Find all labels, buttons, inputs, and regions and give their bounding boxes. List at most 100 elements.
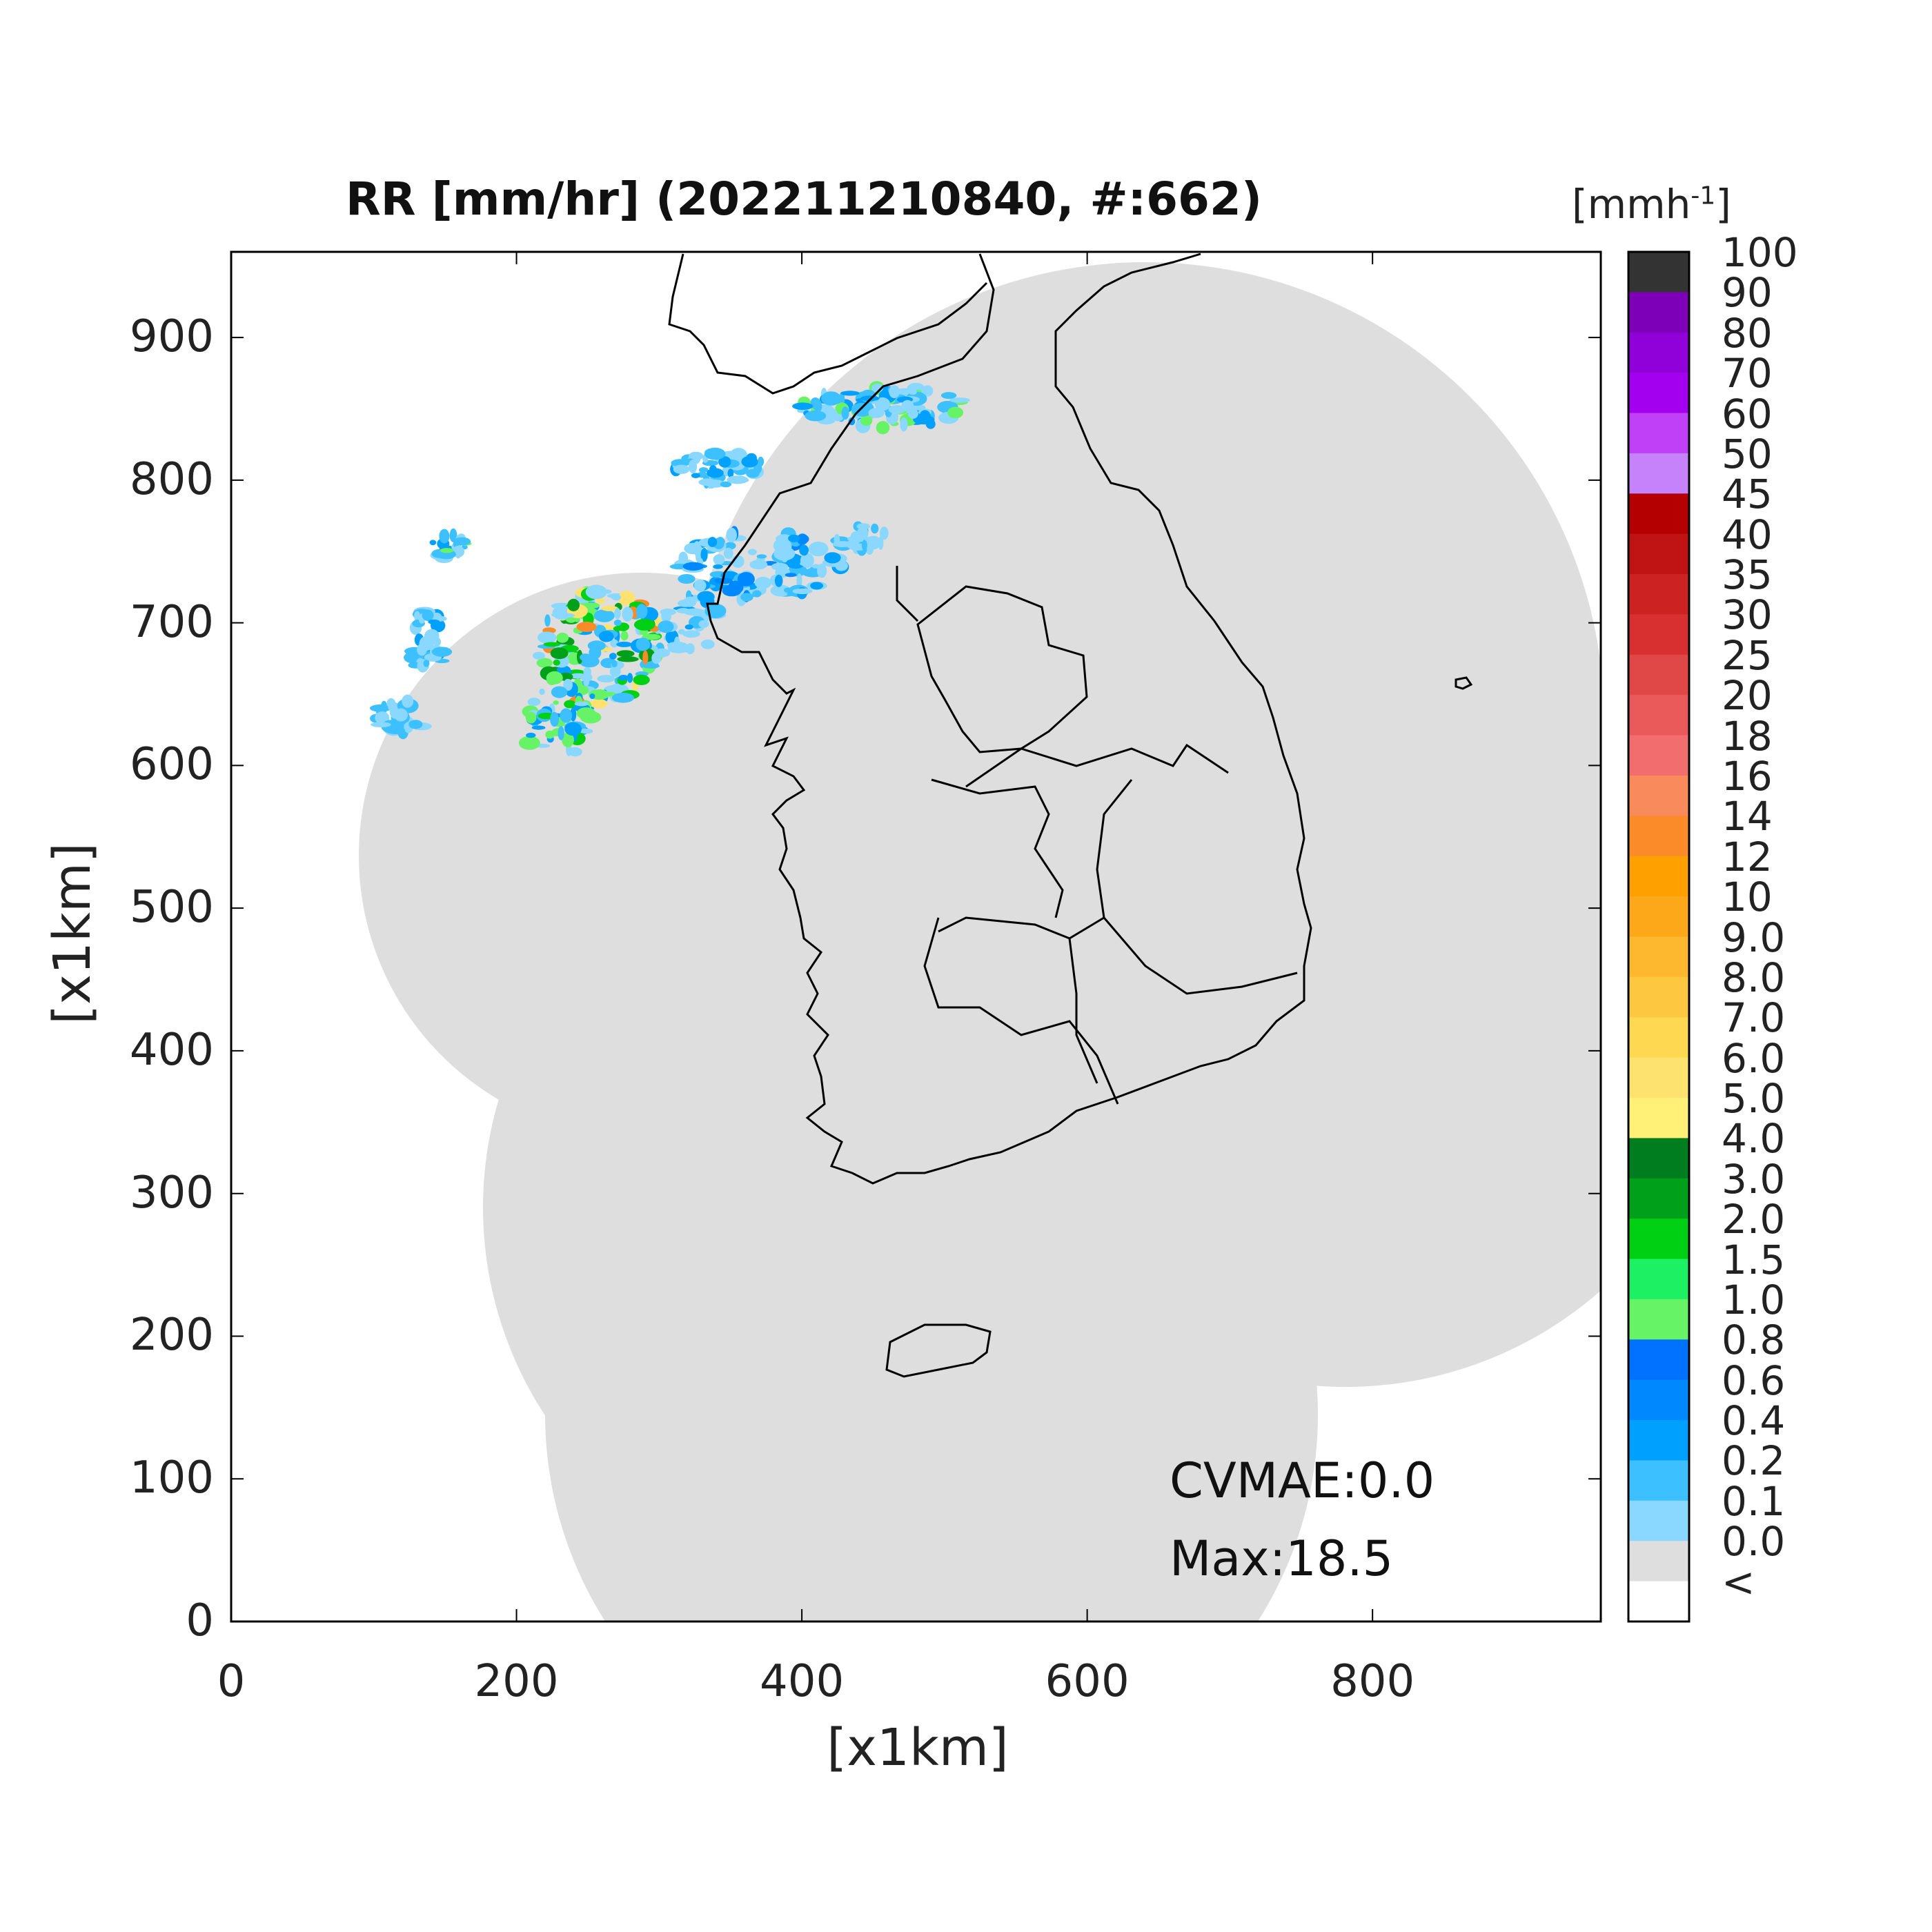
precip-cell — [754, 576, 771, 589]
precip-cell — [792, 402, 814, 410]
x-axis-label: [x1km] — [827, 1718, 1009, 1777]
precip-cell — [671, 459, 690, 467]
province-boundary — [916, 585, 1088, 753]
precip-cell — [688, 460, 698, 473]
colorbar-segment — [1628, 1420, 1689, 1461]
precip-cell — [746, 453, 757, 463]
precip-cell — [609, 653, 617, 660]
precip-cell — [727, 580, 744, 594]
colorbar-segment — [1628, 493, 1689, 535]
precip-cell — [618, 675, 629, 681]
chart-title: RR [mm/hr] (202211210840, #:662) — [345, 172, 1263, 226]
precip-cell — [691, 473, 700, 478]
precip-cell — [536, 658, 553, 668]
precip-cell — [684, 624, 693, 630]
precip-cell — [737, 572, 755, 586]
precip-cell — [700, 548, 708, 562]
precip-cell — [551, 686, 568, 698]
precip-cell — [440, 548, 454, 553]
colorbar-label: 5.0 — [1722, 1075, 1786, 1123]
precip-cell — [614, 608, 621, 620]
province-boundary — [938, 779, 1133, 940]
precip-cell — [949, 397, 970, 403]
colorbar-segment — [1628, 413, 1689, 454]
radar-coverage — [359, 262, 1601, 1621]
colorbar-label: 45 — [1722, 471, 1773, 518]
precip-cell — [371, 722, 391, 728]
precip-cell — [756, 554, 767, 559]
precip-cell — [576, 707, 596, 720]
precip-cell — [700, 639, 715, 649]
x-tick-label: 800 — [1330, 1656, 1415, 1707]
precip-cell — [797, 533, 808, 545]
colorbar-label: < — [1722, 1558, 1755, 1606]
precip-cell — [817, 563, 827, 578]
y-tick-label: 600 — [129, 739, 214, 791]
colorbar-label: 2.0 — [1722, 1196, 1786, 1243]
colorbar-segment — [1628, 654, 1689, 696]
precip-cell — [543, 642, 560, 647]
colorbar-segment — [1628, 1259, 1689, 1300]
precip-cell — [553, 700, 559, 705]
precip-cell — [537, 631, 557, 644]
province-boundary — [896, 566, 919, 622]
colorbar-label: 8.0 — [1722, 954, 1786, 1001]
precip-cell — [678, 629, 686, 635]
axes-frame — [230, 250, 1602, 1623]
precip-cell — [611, 594, 621, 601]
precip-cell — [713, 554, 725, 565]
precip-cell — [723, 547, 733, 560]
precip-cell — [518, 736, 540, 750]
precip-cell — [526, 732, 536, 738]
colorbar-label: 16 — [1722, 752, 1773, 800]
colorbar-label: 9.0 — [1722, 914, 1786, 961]
colorbar-segment — [1628, 1178, 1689, 1219]
precip-cell — [402, 694, 414, 708]
colorbar-label: 30 — [1722, 591, 1773, 639]
precip-cell — [635, 604, 648, 619]
precip-cell — [616, 641, 633, 647]
precip-cell — [532, 651, 545, 660]
colorbar-segment — [1628, 292, 1689, 333]
precip-cell — [799, 544, 809, 556]
precip-cell — [726, 527, 737, 543]
precip-cell — [568, 747, 582, 757]
y-tick-label: 400 — [129, 1024, 214, 1076]
precip-cell — [597, 675, 615, 683]
precip-cell — [824, 552, 841, 564]
precip-cell — [563, 678, 573, 691]
precip-cell — [682, 562, 704, 571]
colorbar-label: 10 — [1722, 874, 1773, 921]
precip-cell — [727, 469, 734, 478]
colorbar-frame — [1627, 250, 1690, 1623]
precip-cell — [752, 590, 762, 598]
precip-cell — [788, 534, 800, 542]
precip-cell — [574, 701, 589, 707]
precip-cell — [601, 605, 618, 611]
precip-cell — [678, 574, 696, 584]
precip-cell — [841, 406, 849, 420]
precip-cell — [861, 540, 867, 551]
colorbar-segment — [1628, 1339, 1689, 1381]
precip-cell — [617, 656, 639, 662]
precip-cell — [900, 417, 908, 432]
precip-cell — [857, 526, 869, 542]
precip-cell — [724, 542, 736, 550]
precip-cell — [610, 639, 619, 648]
precip-cell — [550, 647, 569, 660]
precip-cell — [633, 674, 650, 686]
precip-cell — [431, 647, 453, 657]
precip-cell — [531, 725, 546, 730]
precip-cell — [718, 456, 731, 468]
precip-cell — [774, 574, 783, 587]
colorbar-label: 0.0 — [1722, 1518, 1786, 1566]
precip-cell — [553, 659, 560, 666]
colorbar-label: 12 — [1722, 833, 1773, 880]
precip-cell — [593, 609, 615, 622]
precip-cell — [709, 465, 717, 473]
precip-cell — [453, 537, 471, 546]
precip-cell — [785, 573, 797, 578]
precip-cell — [805, 411, 827, 422]
colorbar-segment — [1628, 775, 1689, 816]
